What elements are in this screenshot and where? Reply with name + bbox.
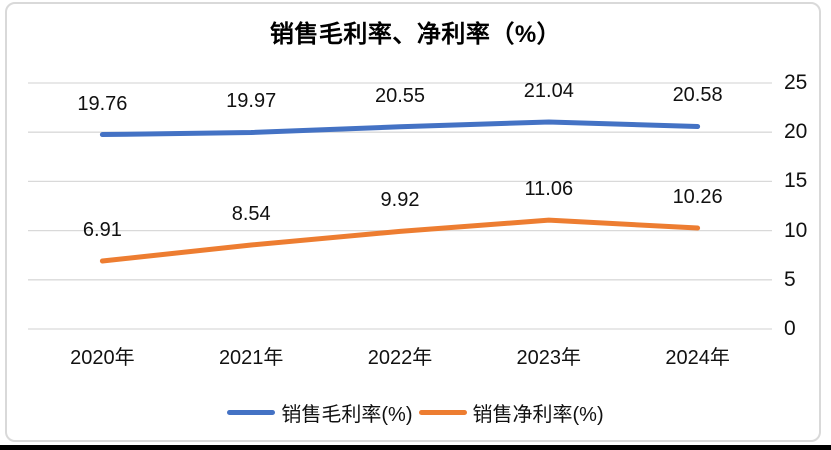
legend-item-net-margin: 销售净利率(%) (418, 398, 604, 427)
data-label-gross-margin: 21.04 (523, 79, 574, 102)
y-axis-tick-label: 5 (784, 267, 796, 291)
chart-title: 销售毛利率、净利率（%） (269, 21, 562, 48)
data-label-gross-margin: 19.97 (226, 90, 277, 113)
y-axis-tick-label: 20 (784, 120, 808, 144)
data-label-net-margin: 6.91 (82, 219, 122, 241)
bottom-border-bar (0, 445, 831, 450)
data-label-net-margin: 9.92 (380, 189, 420, 212)
legend-item-gross-margin: 销售毛利率(%) (227, 398, 413, 427)
chart-border-frame (5, 2, 821, 442)
data-label-gross-margin: 20.55 (374, 84, 426, 107)
series-line-gross-margin (99, 119, 701, 138)
x-axis-label: 2022年 (367, 347, 433, 369)
data-label-net-margin: 8.54 (231, 202, 271, 225)
data-label-gross-margin: 19.76 (77, 92, 128, 115)
data-label-net-margin: 10.26 (672, 186, 723, 209)
x-axis-label: 2021年 (218, 347, 284, 369)
series-line-net-margin (99, 217, 701, 264)
y-axis-tick-label: 10 (784, 218, 808, 242)
data-label-net-margin: 11.06 (524, 178, 574, 201)
x-axis-label: 2024年 (665, 347, 730, 369)
legend-label-gross-margin: 销售毛利率(%) (281, 403, 413, 426)
x-axis-label: 2023年 (516, 347, 582, 369)
legend: 销售毛利率(%) 销售净利率(%) (0, 398, 831, 426)
data-label-gross-margin: 20.58 (672, 84, 723, 107)
legend-swatch-net-margin-icon (418, 409, 467, 415)
y-axis-tick-label: 15 (784, 169, 808, 193)
legend-swatch-gross-margin-icon (227, 409, 276, 415)
y-axis-tick-label: 0 (784, 317, 796, 340)
y-axis-tick-label: 25 (784, 71, 808, 94)
x-axis-label: 2020年 (70, 347, 135, 369)
legend-label-net-margin: 销售净利率(%) (472, 403, 604, 426)
